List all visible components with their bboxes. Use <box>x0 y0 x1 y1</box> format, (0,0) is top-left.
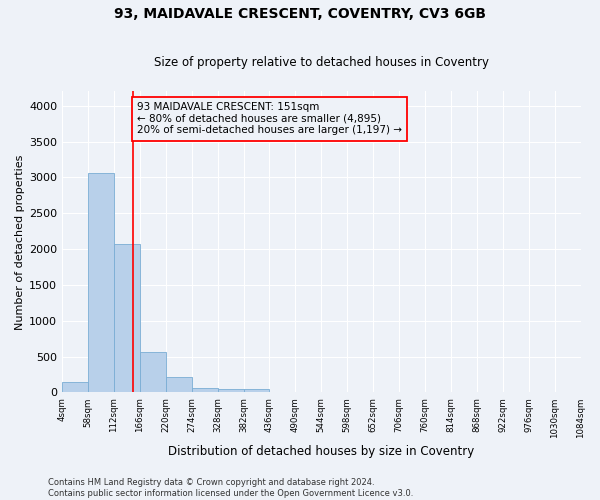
Text: Contains HM Land Registry data © Crown copyright and database right 2024.
Contai: Contains HM Land Registry data © Crown c… <box>48 478 413 498</box>
Bar <box>140 352 166 393</box>
Bar <box>192 388 218 392</box>
Bar <box>114 244 140 392</box>
Text: 93, MAIDAVALE CRESCENT, COVENTRY, CV3 6GB: 93, MAIDAVALE CRESCENT, COVENTRY, CV3 6G… <box>114 8 486 22</box>
X-axis label: Distribution of detached houses by size in Coventry: Distribution of detached houses by size … <box>168 444 475 458</box>
Y-axis label: Number of detached properties: Number of detached properties <box>15 154 25 330</box>
Text: 93 MAIDAVALE CRESCENT: 151sqm
← 80% of detached houses are smaller (4,895)
20% o: 93 MAIDAVALE CRESCENT: 151sqm ← 80% of d… <box>137 102 402 136</box>
Bar <box>88 173 114 392</box>
Bar <box>244 390 269 392</box>
Bar <box>218 390 244 392</box>
Bar <box>166 378 192 392</box>
Bar <box>62 382 88 392</box>
Title: Size of property relative to detached houses in Coventry: Size of property relative to detached ho… <box>154 56 489 70</box>
